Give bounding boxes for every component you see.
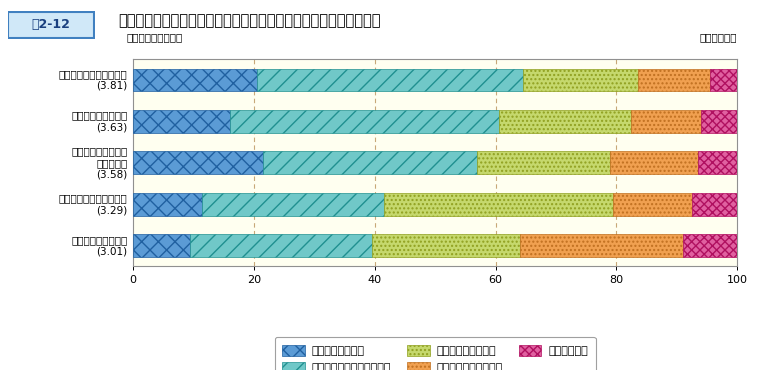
Text: （単位：％）: （単位：％） xyxy=(700,33,737,43)
Bar xyxy=(710,68,737,91)
Bar xyxy=(263,151,477,174)
Bar xyxy=(202,193,384,216)
Bar xyxy=(698,151,737,174)
Bar xyxy=(384,193,613,216)
Bar xyxy=(682,234,737,257)
Text: 質問項目（平均値）: 質問項目（平均値） xyxy=(127,33,183,43)
Bar xyxy=(133,234,191,257)
Bar xyxy=(701,110,737,133)
Bar xyxy=(133,68,257,91)
Text: 【全体的な意識】の領域に属する質問項目別の回答割合及び平均値: 【全体的な意識】の領域に属する質問項目別の回答割合及び平均値 xyxy=(118,13,380,28)
Bar xyxy=(523,68,638,91)
Bar xyxy=(499,110,632,133)
Text: 図2-12: 図2-12 xyxy=(32,18,71,31)
Bar xyxy=(133,151,263,174)
Bar xyxy=(191,234,372,257)
Legend: まったくその通り, どちらかといえばその通り, どちらともいえない, どちらかといえば違う, まったく違う: まったくその通り, どちらかといえばその通り, どちらともいえない, どちらかと… xyxy=(274,337,596,370)
Bar xyxy=(638,68,710,91)
Bar xyxy=(632,110,701,133)
Bar xyxy=(692,193,737,216)
FancyBboxPatch shape xyxy=(8,12,94,38)
Bar xyxy=(133,193,202,216)
Bar xyxy=(520,234,682,257)
Bar xyxy=(610,151,698,174)
Bar xyxy=(257,68,523,91)
Bar xyxy=(477,151,610,174)
Bar xyxy=(230,110,499,133)
Bar xyxy=(133,110,230,133)
Bar xyxy=(372,234,520,257)
Bar xyxy=(613,193,692,216)
